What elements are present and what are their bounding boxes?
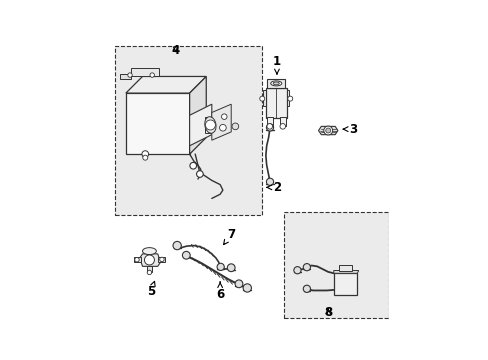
Circle shape xyxy=(219,125,226,131)
Polygon shape xyxy=(267,79,285,87)
Polygon shape xyxy=(131,68,159,76)
Circle shape xyxy=(303,285,310,292)
Text: 4: 4 xyxy=(171,44,180,57)
Circle shape xyxy=(217,263,224,270)
Polygon shape xyxy=(265,87,286,118)
Circle shape xyxy=(325,128,330,133)
Polygon shape xyxy=(189,104,211,146)
Bar xyxy=(204,117,216,133)
Text: 1: 1 xyxy=(272,55,281,74)
Polygon shape xyxy=(140,254,160,266)
Bar xyxy=(133,257,140,262)
Circle shape xyxy=(135,257,139,262)
Circle shape xyxy=(235,280,243,288)
Polygon shape xyxy=(318,126,337,135)
Circle shape xyxy=(127,73,132,77)
Circle shape xyxy=(160,257,164,262)
Circle shape xyxy=(259,96,264,101)
Text: 2: 2 xyxy=(266,181,281,194)
Text: 5: 5 xyxy=(146,281,155,298)
Text: 3: 3 xyxy=(343,123,357,136)
Polygon shape xyxy=(333,270,358,273)
Circle shape xyxy=(227,264,235,271)
Polygon shape xyxy=(125,93,189,154)
Circle shape xyxy=(144,255,154,265)
Text: 6: 6 xyxy=(216,282,224,301)
Circle shape xyxy=(266,123,272,129)
Circle shape xyxy=(142,155,147,160)
Polygon shape xyxy=(286,90,289,105)
Circle shape xyxy=(173,242,181,250)
Ellipse shape xyxy=(270,81,281,86)
Polygon shape xyxy=(189,76,206,154)
Circle shape xyxy=(221,114,226,120)
Text: 8: 8 xyxy=(324,306,332,319)
Circle shape xyxy=(287,96,292,101)
Bar xyxy=(279,117,285,126)
Bar xyxy=(266,117,272,126)
Circle shape xyxy=(182,251,190,259)
Circle shape xyxy=(303,264,310,271)
Circle shape xyxy=(266,178,273,185)
Bar xyxy=(333,273,357,296)
Circle shape xyxy=(323,126,332,135)
Circle shape xyxy=(266,124,273,131)
Bar xyxy=(339,265,351,271)
Circle shape xyxy=(280,123,285,129)
Circle shape xyxy=(205,120,215,130)
Circle shape xyxy=(196,171,203,177)
Circle shape xyxy=(150,73,154,77)
Bar xyxy=(115,46,261,215)
Circle shape xyxy=(232,123,238,130)
Circle shape xyxy=(142,151,148,157)
Text: 7: 7 xyxy=(223,228,235,244)
Circle shape xyxy=(147,270,151,275)
Ellipse shape xyxy=(273,82,279,85)
Bar xyxy=(284,212,388,318)
Ellipse shape xyxy=(204,117,216,133)
Circle shape xyxy=(189,162,196,169)
Polygon shape xyxy=(120,74,131,79)
Circle shape xyxy=(293,267,301,274)
Polygon shape xyxy=(263,90,265,105)
Polygon shape xyxy=(125,76,206,93)
Circle shape xyxy=(243,284,251,292)
Ellipse shape xyxy=(142,248,156,255)
Bar xyxy=(147,266,151,272)
Bar xyxy=(158,257,164,262)
Polygon shape xyxy=(211,104,231,140)
